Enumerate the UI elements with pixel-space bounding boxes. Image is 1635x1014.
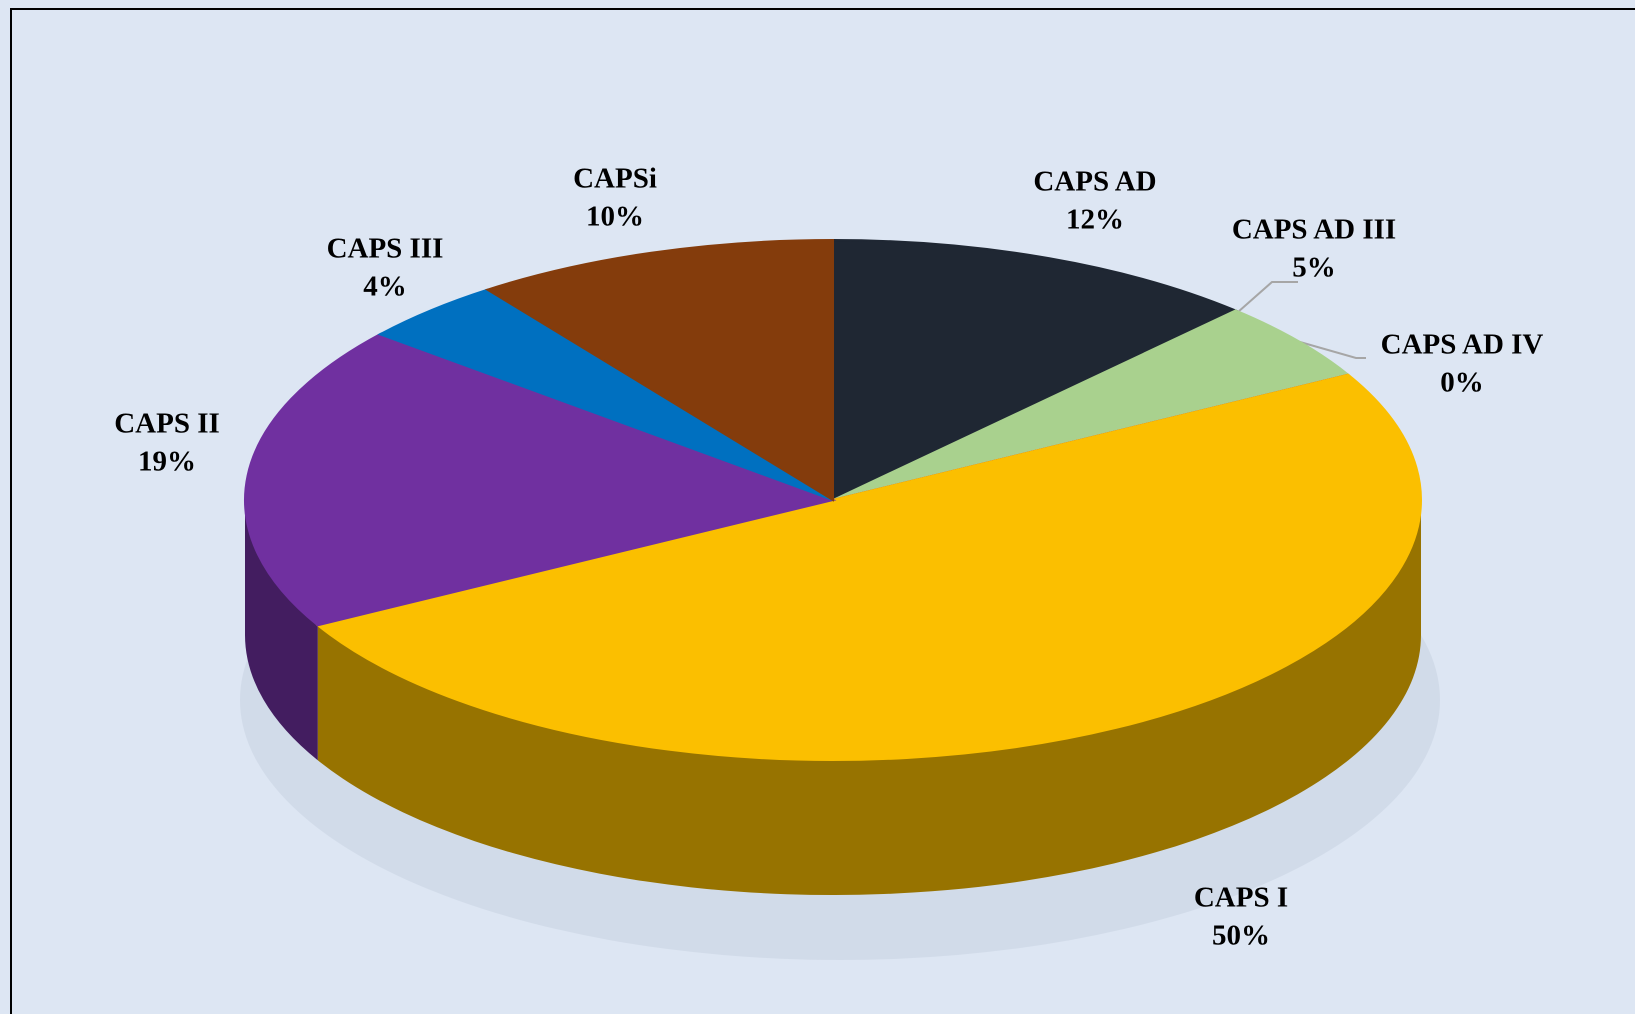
pie-slice — [315, 373, 1422, 761]
slice-label: CAPS I — [1194, 882, 1288, 914]
pie-slice — [832, 238, 1238, 502]
slice-label: CAPSi — [573, 163, 657, 195]
pie-slice — [244, 333, 837, 627]
slice-value-label: 19% — [138, 446, 196, 478]
slice-label: CAPS AD III — [1232, 214, 1396, 246]
pie-slice — [832, 309, 1351, 501]
slice-value-label: 4% — [363, 271, 407, 303]
slice-value-label: 0% — [1440, 367, 1484, 399]
frame — [10, 8, 1635, 1014]
slice-value-label: 50% — [1212, 920, 1270, 952]
slice-label: CAPS AD IV — [1381, 329, 1544, 361]
slice-label: CAPS II — [114, 408, 220, 440]
pie-slice — [484, 238, 834, 502]
leader-line — [1237, 281, 1298, 313]
leader-line — [1292, 339, 1366, 359]
slice-value-label: 12% — [1066, 204, 1124, 236]
slice-label: CAPS III — [327, 233, 444, 265]
slice-label: CAPS AD — [1033, 166, 1156, 198]
slice-value-label: 10% — [586, 201, 644, 233]
slice-value-label: 5% — [1292, 252, 1336, 284]
pie-side — [317, 500, 1421, 895]
